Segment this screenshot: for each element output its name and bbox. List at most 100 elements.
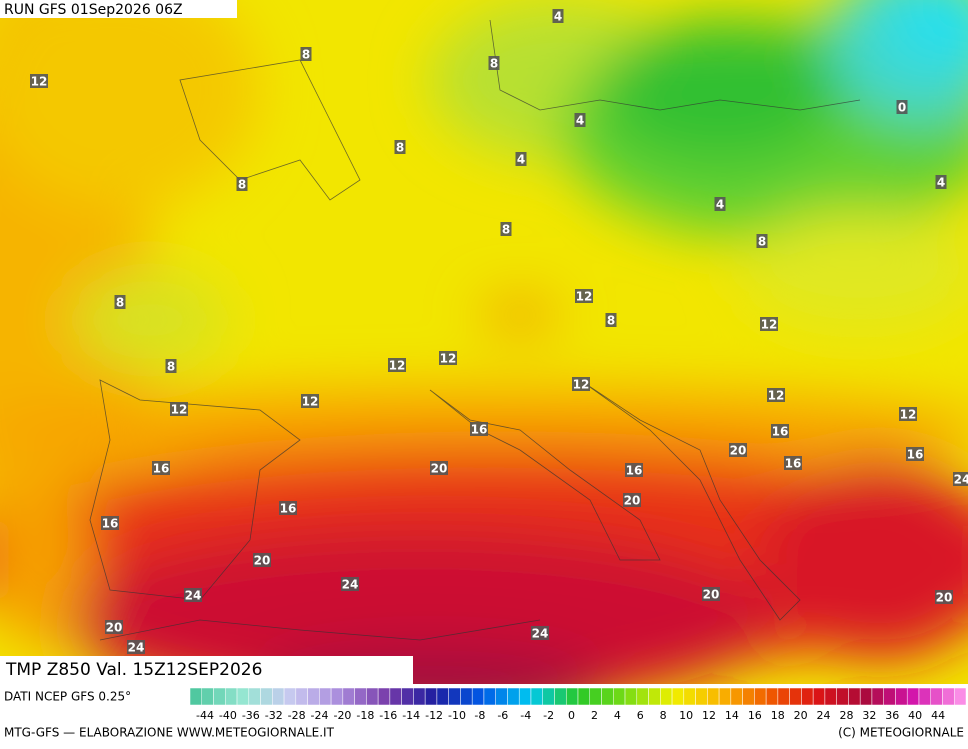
label-box [899, 407, 917, 421]
color-swatch [342, 687, 355, 706]
label-box [896, 100, 908, 114]
colorbar-tick-label: 8 [660, 709, 667, 722]
contour-label: 16 [626, 464, 643, 478]
contour-label: 20 [730, 444, 747, 458]
color-swatch [660, 687, 673, 706]
color-swatch [577, 687, 591, 706]
contour-label: 4 [554, 10, 562, 24]
label-box [714, 197, 726, 211]
colorbar-tick-label: 32 [862, 709, 876, 722]
label-box [388, 358, 406, 372]
contour-label: 16 [772, 425, 789, 439]
color-swatch [413, 687, 426, 706]
contour-label: 12 [761, 318, 778, 332]
contour-label: 12 [440, 352, 457, 366]
colorbar-tick-label: 18 [771, 709, 785, 722]
color-swatch [636, 687, 649, 706]
color-swatch [883, 687, 896, 706]
data-source: DATI NCEP GFS 0.25° [4, 690, 131, 704]
field-box [0, 656, 413, 684]
contour-label: 20 [106, 621, 123, 635]
label-box [760, 317, 778, 331]
color-swatch [565, 687, 579, 706]
contour-label: 24 [532, 627, 549, 641]
color-swatch [718, 687, 732, 706]
contour-label: 20 [624, 494, 641, 508]
label-box [101, 516, 119, 530]
color-swatch [319, 687, 332, 706]
label-box [170, 402, 188, 416]
contour-label: 4 [517, 153, 525, 167]
color-swatch [589, 687, 602, 706]
label-box [114, 295, 126, 309]
color-swatch [836, 687, 849, 706]
label-box [500, 222, 512, 236]
label-box [771, 424, 789, 438]
color-swatch [601, 687, 614, 706]
contour-label: 12 [302, 395, 319, 409]
contour-label: 12 [573, 378, 590, 392]
color-swatch [471, 687, 485, 706]
contour-label: 8 [302, 48, 310, 62]
label-box [935, 175, 947, 189]
colorbar-tick-label: 40 [908, 709, 922, 722]
field-label: TMP Z850 Val. 15Z12SEP2026 [5, 660, 262, 680]
color-swatch [648, 687, 661, 706]
contour-label: 8 [502, 223, 510, 237]
colorbar-tick-label: -18 [356, 709, 374, 722]
label-box [394, 140, 406, 154]
label-box [300, 47, 312, 61]
color-swatch [401, 687, 414, 706]
color-swatch [824, 687, 837, 706]
color-swatch [554, 687, 567, 706]
contour-label: 16 [785, 457, 802, 471]
contour-label: 4 [716, 198, 724, 212]
color-swatch [906, 687, 920, 706]
color-swatch [953, 687, 967, 706]
contour-label: 8 [396, 141, 404, 155]
color-swatch [777, 687, 790, 706]
contour-label: 8 [490, 57, 498, 71]
label-box [702, 587, 720, 601]
color-swatch [671, 687, 685, 706]
color-swatch [742, 687, 755, 706]
colorbar-tick-label: 0 [568, 709, 575, 722]
contour-label: 12 [31, 75, 48, 89]
contour-label: 12 [389, 359, 406, 373]
colorbar-tick-label: -12 [425, 709, 443, 722]
contour-label: 16 [471, 423, 488, 437]
color-swatch [295, 687, 308, 706]
label-box [439, 351, 457, 365]
color-swatch [930, 687, 943, 706]
colorbar-tick-label: -4 [520, 709, 531, 722]
temperature-field [0, 0, 968, 684]
colorbar-tick-label: -32 [265, 709, 283, 722]
color-swatch [683, 687, 696, 706]
color-swatch [483, 687, 496, 706]
label-box [953, 472, 968, 486]
color-swatch [448, 687, 461, 706]
contour-label: 20 [254, 554, 271, 568]
colorbar-tick-label: 24 [817, 709, 831, 722]
label-box [935, 590, 953, 604]
color-swatch [272, 687, 285, 706]
colorbar-tick-label: 44 [931, 709, 945, 722]
color-swatch [189, 687, 203, 706]
color-swatch [730, 687, 743, 706]
run-box [0, 0, 237, 18]
color-swatch [624, 687, 638, 706]
label-box [552, 9, 564, 23]
color-swatch [495, 687, 508, 706]
contour-label: 16 [907, 448, 924, 462]
colorbar-tick-label: 28 [839, 709, 853, 722]
colorbar-tick-label: -10 [448, 709, 466, 722]
label-box [152, 461, 170, 475]
contour-labels: 12 8 4 8 4 8 4 0 8 4 4 8 8 8 12 8 12 8 12 12 12 12 12 12 12 16 16 2… [30, 9, 968, 655]
contour-label: 4 [576, 114, 584, 128]
contour-label: 16 [280, 502, 297, 516]
color-swatch [330, 687, 344, 706]
color-swatch [789, 687, 802, 706]
color-swatch [695, 687, 708, 706]
color-swatch [507, 687, 520, 706]
colorbar-tick-label: 20 [794, 709, 808, 722]
